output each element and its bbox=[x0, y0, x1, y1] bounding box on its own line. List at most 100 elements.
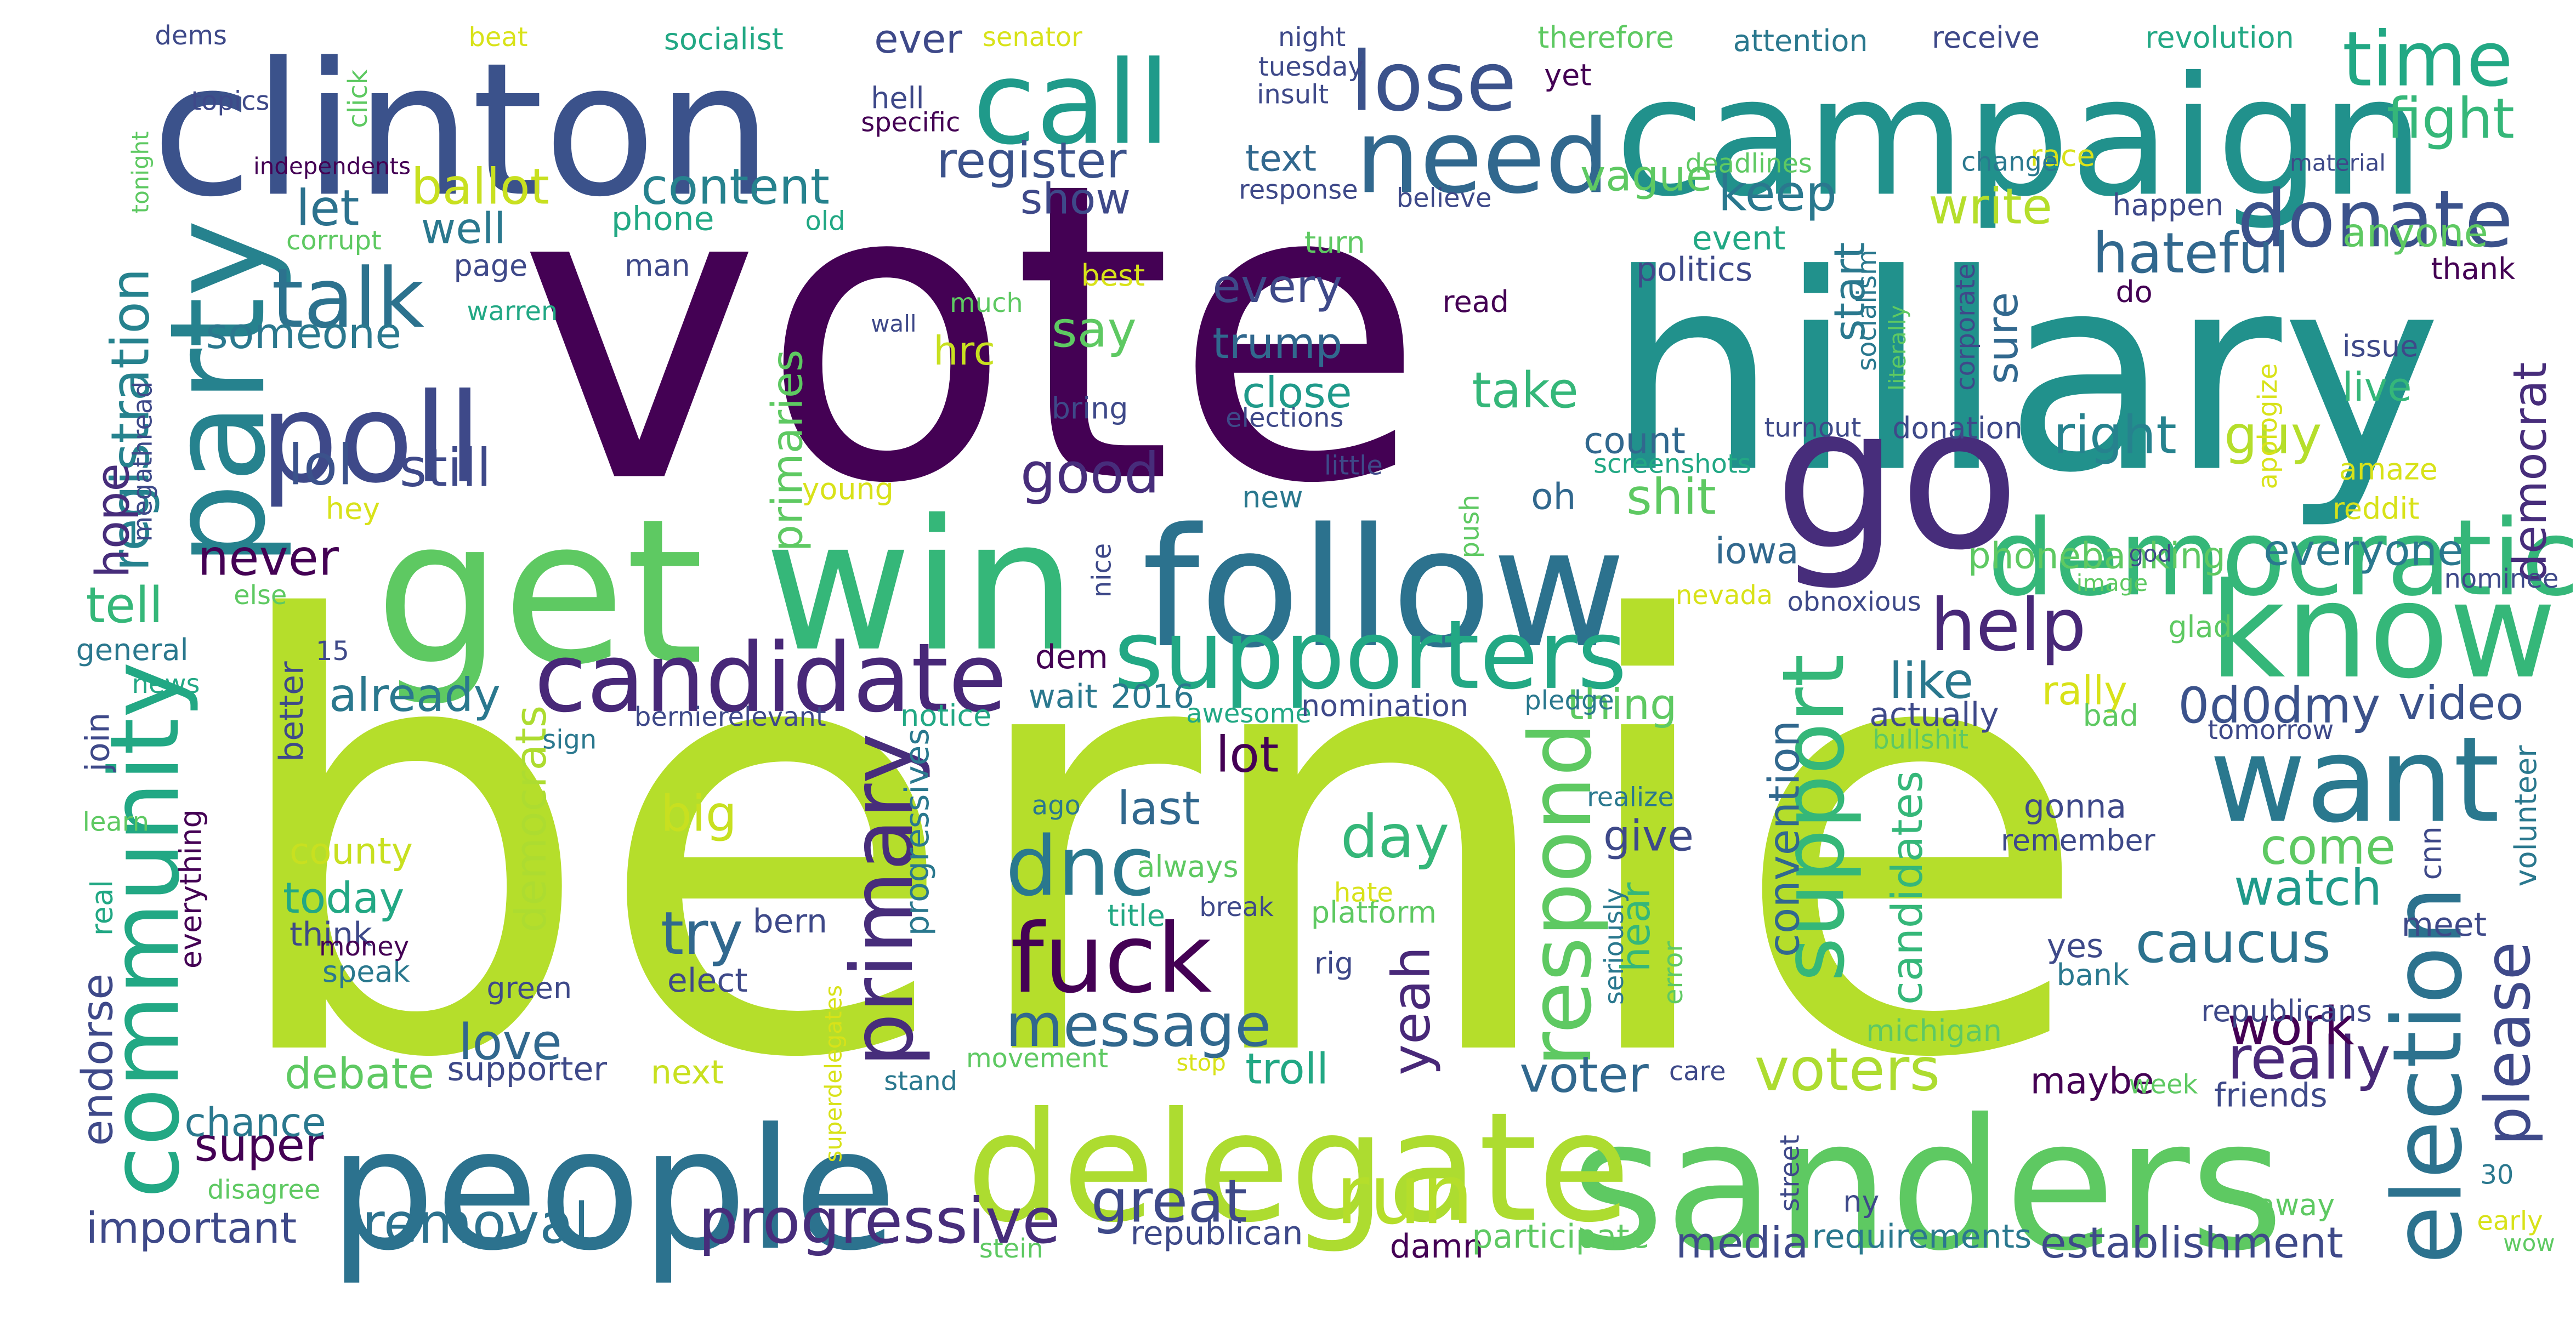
word-know: know bbox=[2209, 555, 2556, 708]
word-notice: notice bbox=[900, 698, 991, 733]
word-turnout: turnout bbox=[1764, 413, 1862, 443]
word-news: news bbox=[132, 669, 200, 699]
word-delegate: delegate bbox=[966, 1079, 1631, 1255]
word-participate: participate bbox=[1472, 1217, 1649, 1256]
word-click: click bbox=[343, 69, 373, 128]
word-early: early bbox=[2477, 1206, 2543, 1236]
word-seriously: seriously bbox=[1599, 887, 1630, 1005]
word-elect: elect bbox=[667, 961, 748, 1000]
word-thing: thing bbox=[1567, 680, 1677, 730]
word-actually: actually bbox=[1869, 696, 1999, 734]
word-dnc: dnc bbox=[1006, 819, 1155, 914]
word-tell: tell bbox=[86, 577, 163, 634]
word-speak: speak bbox=[322, 954, 411, 989]
word-watch: watch bbox=[2234, 860, 2382, 917]
word-content: content bbox=[641, 158, 830, 215]
word-lol: lol bbox=[288, 433, 353, 498]
word-nomination: nomination bbox=[1301, 689, 1468, 723]
word-bullshit: bullshit bbox=[1873, 725, 1968, 755]
word-bernie: bernie bbox=[219, 499, 2093, 1187]
word-rally: rally bbox=[2042, 668, 2127, 714]
word-push: push bbox=[1455, 494, 1485, 558]
word-thank: thank bbox=[2431, 252, 2516, 286]
word-need: need bbox=[1355, 98, 1610, 216]
word-tomorrow: tomorrow bbox=[2208, 715, 2334, 746]
word-movement: movement bbox=[966, 1044, 1108, 1074]
word-2016: 2016 bbox=[1111, 678, 1194, 716]
word-wow: wow bbox=[2503, 1230, 2555, 1256]
word-tuesday: tuesday bbox=[1258, 52, 1364, 82]
word-phonebanking: phonebanking bbox=[1968, 534, 2226, 577]
word-awesome: awesome bbox=[1186, 699, 1311, 729]
word-super: super bbox=[194, 1118, 324, 1171]
word-removal: removal bbox=[362, 1191, 589, 1256]
word-little: little bbox=[1324, 451, 1383, 481]
word-0d0dmy: 0d0dmy bbox=[2178, 678, 2380, 735]
word-change: change bbox=[1961, 147, 2058, 177]
word-damn: damn bbox=[1390, 1227, 1484, 1266]
word-republican: republican bbox=[1130, 1214, 1303, 1253]
word-wait: wait bbox=[1029, 678, 1098, 716]
word-hey: hey bbox=[326, 491, 380, 526]
word-remember: remember bbox=[2001, 823, 2156, 857]
word-young: young bbox=[802, 471, 893, 506]
word-say: say bbox=[1052, 301, 1137, 359]
word-last: last bbox=[1117, 782, 1200, 835]
word-people: people bbox=[329, 1093, 897, 1288]
word-important: important bbox=[86, 1204, 297, 1253]
word-take: take bbox=[1472, 362, 1578, 419]
word-glad: glad bbox=[2168, 610, 2232, 644]
word-warren: warren bbox=[467, 297, 558, 327]
word-yes: yes bbox=[2047, 927, 2104, 965]
word-primary: primary bbox=[832, 733, 932, 1067]
word-literally: literally bbox=[1884, 305, 1911, 391]
word-turn: turn bbox=[1304, 225, 1365, 260]
word-party: party bbox=[141, 219, 294, 566]
word-dem: dem bbox=[1035, 638, 1108, 676]
word-work: work bbox=[2227, 995, 2354, 1057]
word-megathread: megathread bbox=[128, 381, 158, 542]
word-follow: follow bbox=[1142, 493, 1626, 684]
word-time: time bbox=[2342, 16, 2513, 104]
word-yet: yet bbox=[1544, 58, 1591, 93]
word-happen: happen bbox=[2113, 187, 2224, 222]
word-supporters: supporters bbox=[1114, 600, 1627, 710]
word-help: help bbox=[1930, 584, 2086, 668]
word-wall: wall bbox=[871, 310, 916, 337]
word-michigan: michigan bbox=[1866, 1014, 2002, 1048]
word-county: county bbox=[290, 830, 413, 872]
word-stein: stein bbox=[979, 1234, 1043, 1264]
word-platform: platform bbox=[1311, 895, 1437, 930]
word-corrupt: corrupt bbox=[286, 226, 382, 256]
word-independents: independents bbox=[253, 152, 411, 179]
word-great: great bbox=[1091, 1167, 1247, 1236]
word-read: read bbox=[1443, 285, 1509, 319]
word-close: close bbox=[1242, 368, 1352, 418]
word-race: race bbox=[2030, 138, 2095, 173]
word-reddit: reddit bbox=[2333, 491, 2420, 526]
word-friends: friends bbox=[2214, 1077, 2327, 1115]
word-socialism: socialism bbox=[1852, 249, 1882, 371]
word-right: right bbox=[2053, 405, 2177, 466]
word-ever: ever bbox=[874, 16, 962, 62]
word-bern: bern bbox=[753, 902, 827, 941]
word-response: response bbox=[1239, 175, 1358, 205]
word-bad: bad bbox=[2083, 698, 2138, 733]
word-please: please bbox=[2471, 942, 2544, 1146]
word-supporter: supporter bbox=[447, 1050, 608, 1089]
word-donate: donate bbox=[2237, 173, 2513, 265]
word-topics: topics bbox=[191, 87, 269, 117]
word-issue: issue bbox=[2342, 329, 2418, 363]
word-lose: lose bbox=[1351, 35, 1517, 130]
word-still: still bbox=[400, 437, 491, 499]
word-care: care bbox=[1669, 1057, 1726, 1087]
word-sanders: sanders bbox=[1570, 1080, 2284, 1290]
word-hear: hear bbox=[1613, 882, 1659, 972]
word-candidate: candidate bbox=[534, 623, 1007, 733]
word-15: 15 bbox=[316, 636, 349, 667]
word-like: like bbox=[1889, 653, 1973, 710]
word-week: week bbox=[2129, 1070, 2198, 1100]
word-30: 30 bbox=[2480, 1160, 2513, 1190]
word-gonna: gonna bbox=[2024, 788, 2126, 826]
word-break: break bbox=[1199, 892, 1274, 923]
